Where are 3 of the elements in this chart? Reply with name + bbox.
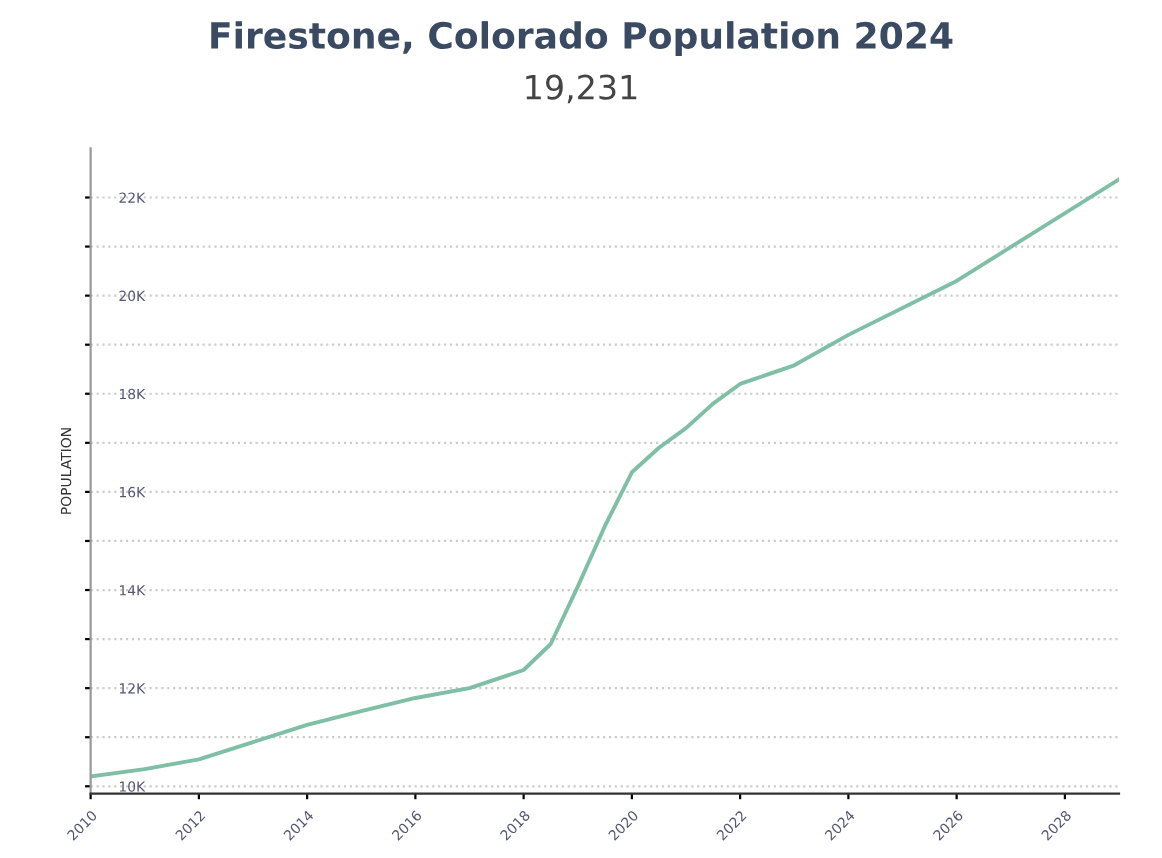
chart-subtitle: 19,231 (526, 74, 637, 104)
chart-title: Firestone, Colorado Population 2024 (211, 21, 953, 57)
line-series (90, 177, 1120, 779)
